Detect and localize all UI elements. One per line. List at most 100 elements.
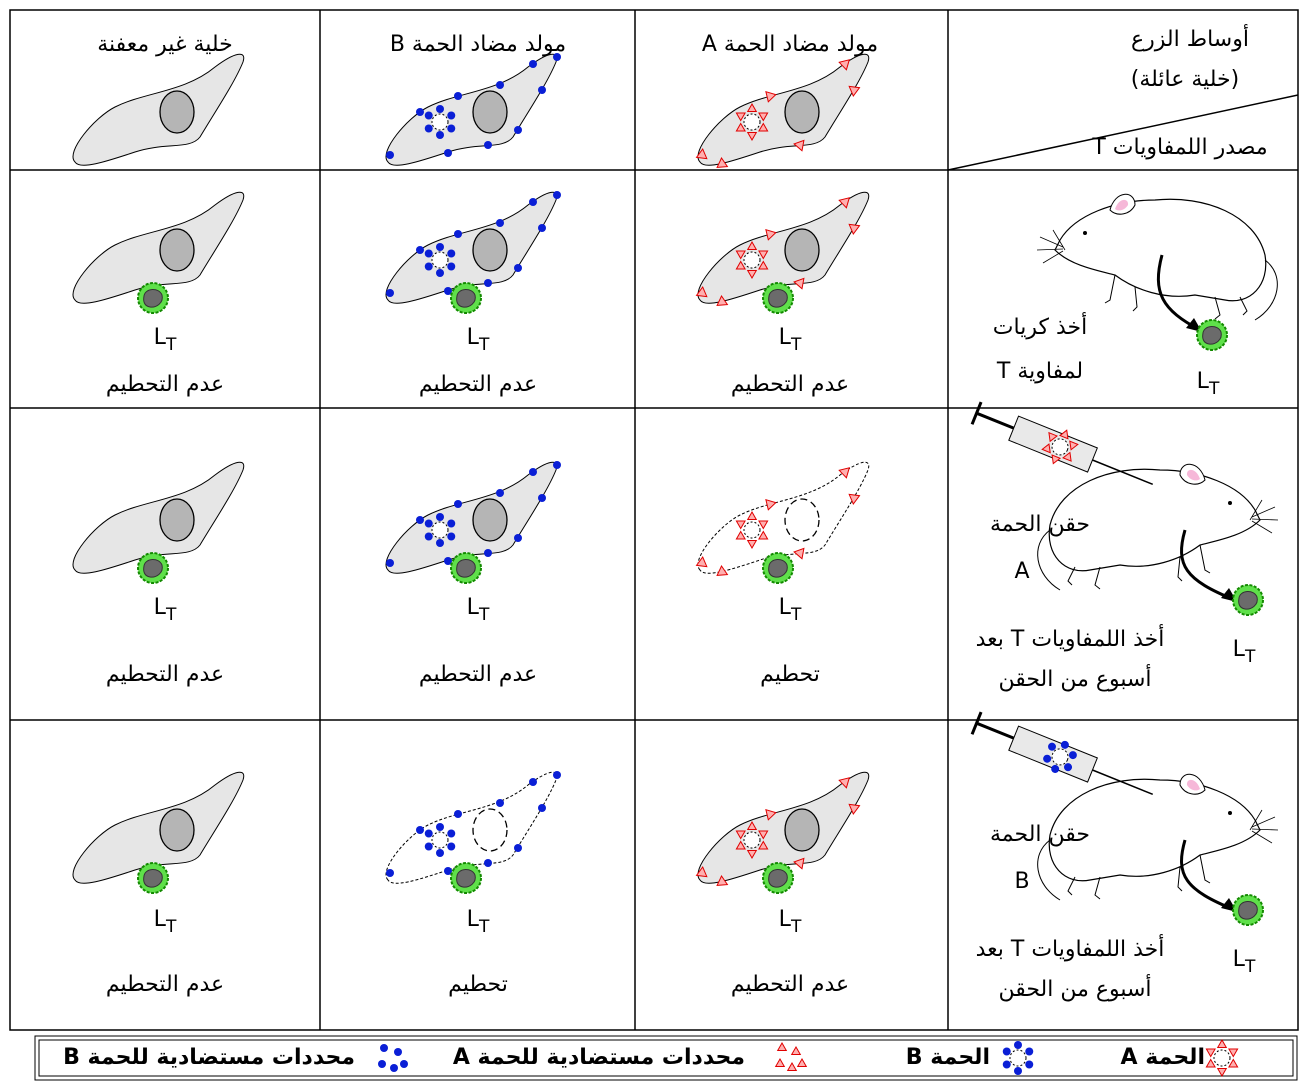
antigen-a bbox=[758, 520, 769, 530]
lt-sub: T bbox=[478, 917, 490, 937]
arrow bbox=[1180, 529, 1236, 602]
table-border bbox=[9, 9, 1299, 1031]
antigen-a bbox=[765, 498, 777, 511]
syringe bbox=[970, 401, 1154, 486]
antigen-a bbox=[758, 112, 769, 122]
lt-sub: T bbox=[1244, 957, 1256, 977]
antigen-b bbox=[436, 513, 444, 521]
mouse-legs bbox=[1104, 274, 1248, 320]
host-cell bbox=[695, 771, 870, 894]
label: تحطيم bbox=[448, 972, 508, 997]
cell-nucleus bbox=[472, 498, 508, 542]
antigen-a bbox=[793, 277, 805, 290]
label: أخذ اللمفاويات T بعد bbox=[976, 934, 1165, 962]
virus-core bbox=[1051, 748, 1069, 766]
antigen-b bbox=[514, 126, 522, 134]
antigen-a bbox=[838, 59, 851, 71]
cell-nucleus bbox=[159, 498, 195, 542]
antigen-b bbox=[447, 519, 456, 528]
antigen-b bbox=[529, 60, 537, 68]
antigen-b bbox=[454, 500, 462, 508]
antigen-a bbox=[746, 102, 758, 112]
label: عدم التحطيم bbox=[106, 972, 224, 997]
antigen-a bbox=[1051, 454, 1062, 465]
antigen-a bbox=[735, 122, 746, 132]
antigen-b bbox=[424, 829, 433, 838]
lt-sub: T bbox=[1208, 379, 1220, 399]
syringe-needle bbox=[1092, 459, 1154, 486]
antigen-a bbox=[848, 85, 861, 97]
label: B bbox=[1014, 869, 1029, 894]
virus-core bbox=[743, 113, 761, 131]
antigen-b bbox=[496, 799, 504, 807]
lymphocyte-nucleus bbox=[143, 869, 163, 888]
lymphocyte-nucleus bbox=[768, 559, 788, 578]
label: أوساط الزرع bbox=[1131, 24, 1249, 52]
label: A bbox=[1014, 559, 1029, 584]
antigen-b bbox=[1002, 1047, 1011, 1056]
legend-box bbox=[34, 1035, 1298, 1081]
label: تحطيم bbox=[760, 662, 820, 687]
antigen-b bbox=[496, 219, 504, 227]
antigen-a bbox=[765, 808, 777, 821]
antigen-a bbox=[735, 530, 746, 540]
antigen-a bbox=[1228, 1058, 1239, 1068]
mouse-ear-inner bbox=[1186, 469, 1200, 481]
label: أخذ اللمفاويات T بعد bbox=[976, 624, 1165, 652]
antigen-b bbox=[454, 810, 462, 818]
antigen-b bbox=[538, 86, 546, 94]
antigen-b bbox=[436, 849, 444, 857]
cell-nucleus bbox=[784, 228, 820, 272]
lymphocyte-nucleus bbox=[456, 869, 476, 888]
cell-nucleus bbox=[159, 228, 195, 272]
arrow-head bbox=[1221, 898, 1237, 912]
antigen-b bbox=[447, 532, 456, 541]
lymphocyte-label: LT bbox=[154, 595, 177, 625]
virus-core bbox=[1051, 438, 1069, 456]
label: أسبوع من الحقن bbox=[998, 974, 1151, 1002]
cell-membrane bbox=[385, 53, 558, 166]
cell-membrane bbox=[72, 461, 245, 574]
antigen-a bbox=[695, 556, 708, 568]
mouse-tail bbox=[1037, 839, 1061, 901]
lymphocyte-label: LT bbox=[154, 325, 177, 355]
host-cell bbox=[385, 771, 561, 894]
antigen-a bbox=[758, 830, 769, 840]
antigen-b bbox=[529, 468, 537, 476]
antigen-a bbox=[758, 250, 769, 260]
mouse-ear-inner bbox=[1115, 199, 1129, 211]
mouse-legs bbox=[1067, 854, 1211, 900]
lymphocyte-nucleus bbox=[768, 289, 788, 308]
legend-icon bbox=[774, 1041, 808, 1071]
legend-icon bbox=[378, 1044, 408, 1072]
lymphocyte-label: LT bbox=[154, 907, 177, 937]
antigen-b bbox=[447, 829, 456, 838]
antigen-b bbox=[378, 1060, 386, 1068]
mouse-whiskers bbox=[1249, 809, 1279, 844]
antigen-a bbox=[848, 223, 861, 235]
lt-main: L bbox=[779, 325, 792, 350]
antigen-b bbox=[444, 149, 452, 157]
lymphocyte-nucleus bbox=[456, 289, 476, 308]
lt-main: L bbox=[154, 325, 167, 350]
syringe bbox=[970, 711, 1154, 796]
antigen-b bbox=[447, 262, 456, 271]
antigen-a bbox=[746, 240, 758, 250]
lt-main: L bbox=[467, 907, 480, 932]
antigen-b bbox=[424, 532, 433, 541]
cell-membrane bbox=[697, 191, 870, 304]
antigen-a bbox=[838, 197, 851, 209]
antigen-a bbox=[695, 866, 708, 878]
antigen-b bbox=[436, 243, 444, 251]
lt-sub: T bbox=[478, 605, 490, 625]
lymphocyte-nucleus bbox=[1238, 591, 1258, 610]
antigen-a bbox=[746, 132, 758, 142]
antigen-b bbox=[496, 489, 504, 497]
label: مصدر اللمفاويات T bbox=[1091, 135, 1267, 160]
mouse-whiskers bbox=[1249, 499, 1279, 534]
antigen-b bbox=[1051, 764, 1060, 773]
antigen-a bbox=[758, 260, 769, 270]
antigen-a bbox=[793, 547, 805, 560]
antigen-b bbox=[1025, 1060, 1034, 1069]
mouse-legs bbox=[1067, 544, 1211, 590]
